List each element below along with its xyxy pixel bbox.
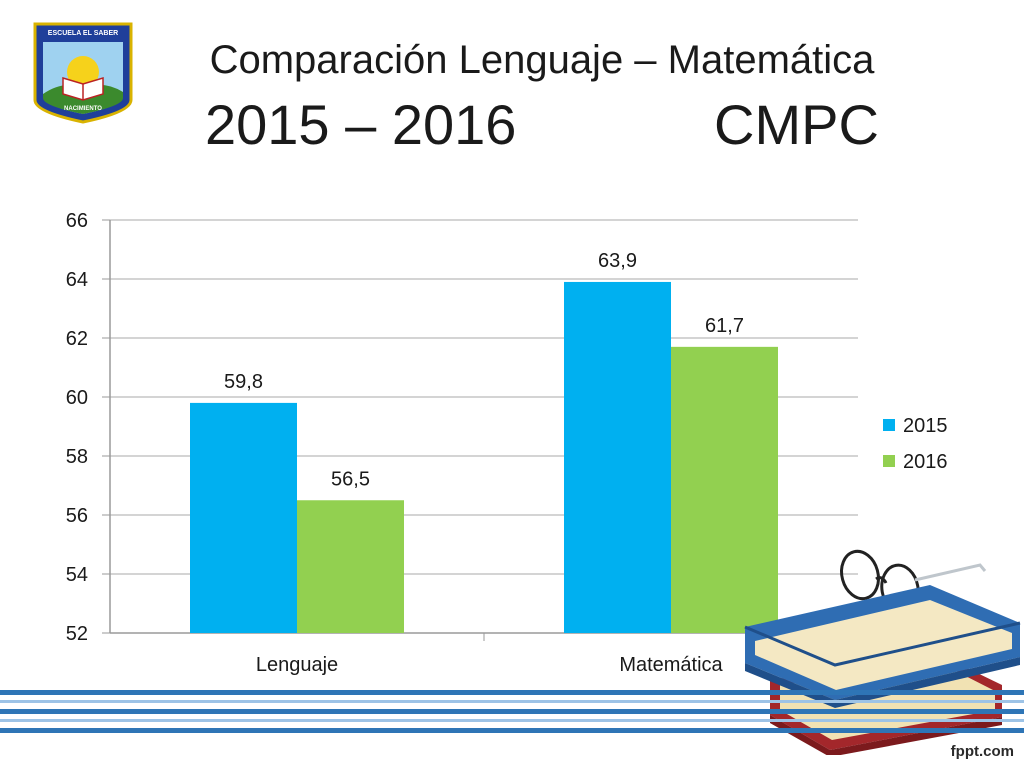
y-tick-label: 62 — [66, 328, 88, 350]
y-tick-label: 66 — [66, 210, 88, 232]
slide-title: Comparación Lenguaje – Matemática — [209, 38, 875, 82]
legend-label-2016: 2016 — [903, 451, 948, 473]
chart-bars — [190, 281, 778, 633]
legend-swatch-2016 — [883, 455, 895, 467]
chart-legend: 2015 2016 — [883, 415, 948, 473]
y-tick-label: 54 — [66, 564, 88, 586]
y-tick-label: 64 — [66, 269, 88, 291]
brand-watermark: fppt.com — [950, 743, 1014, 760]
data-label: 61,7 — [705, 315, 744, 337]
school-logo: ESCUELA EL SABER NACIMIENTO — [33, 22, 133, 124]
logo-bottom-text: NACIMIENTO — [64, 106, 102, 112]
legend-swatch-2015 — [883, 419, 895, 431]
chart-labels: 52 54 56 58 60 62 64 66 Lenguaje 59,8 56,5 Matemáti… — [66, 210, 744, 676]
bar-2016-1 — [671, 346, 778, 633]
y-tick-label: 56 — [66, 505, 88, 527]
legend-label-2015: 2015 — [903, 415, 948, 437]
data-label: 63,9 — [598, 250, 637, 272]
y-tick-label: 52 — [66, 623, 88, 645]
logo-top-text: ESCUELA EL SABER — [48, 30, 118, 37]
x-tick-label: Lenguaje — [256, 654, 338, 676]
data-label: 56,5 — [331, 468, 370, 490]
bar-2015-0 — [190, 402, 297, 633]
y-tick-label: 58 — [66, 446, 88, 468]
data-label: 59,8 — [224, 371, 263, 393]
bar-2016-0 — [297, 500, 404, 633]
slide-title-school: CMPC — [714, 93, 879, 156]
y-tick-label: 60 — [66, 387, 88, 409]
slide-title-years: 2015 – 2016 — [205, 93, 517, 156]
bar-2015-1 — [564, 281, 671, 633]
footer-stripes — [0, 690, 1024, 733]
x-tick-label: Matemática — [619, 654, 723, 676]
